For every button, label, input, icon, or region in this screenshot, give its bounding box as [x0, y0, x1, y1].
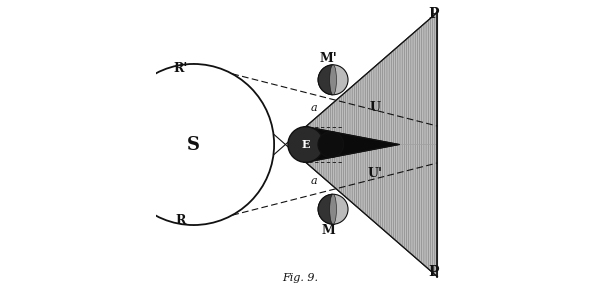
Circle shape: [288, 127, 323, 162]
Text: P: P: [428, 266, 439, 279]
Text: U': U': [367, 167, 382, 180]
Ellipse shape: [330, 65, 337, 95]
Text: M': M': [320, 52, 338, 65]
Wedge shape: [318, 65, 333, 95]
Circle shape: [318, 65, 348, 95]
Polygon shape: [306, 127, 399, 162]
Text: R': R': [173, 62, 188, 75]
Text: R: R: [175, 214, 186, 227]
Text: a: a: [310, 176, 317, 186]
Circle shape: [318, 132, 344, 157]
Polygon shape: [306, 12, 437, 277]
Text: a: a: [310, 103, 317, 113]
Text: Fig. 9.: Fig. 9.: [282, 273, 318, 283]
Text: M: M: [322, 224, 335, 237]
Circle shape: [113, 64, 274, 225]
Text: E: E: [302, 139, 310, 150]
Circle shape: [318, 194, 348, 224]
Wedge shape: [318, 194, 333, 224]
Text: P: P: [428, 7, 439, 21]
Ellipse shape: [330, 194, 337, 224]
Text: U: U: [369, 101, 380, 114]
Text: S: S: [187, 136, 200, 153]
